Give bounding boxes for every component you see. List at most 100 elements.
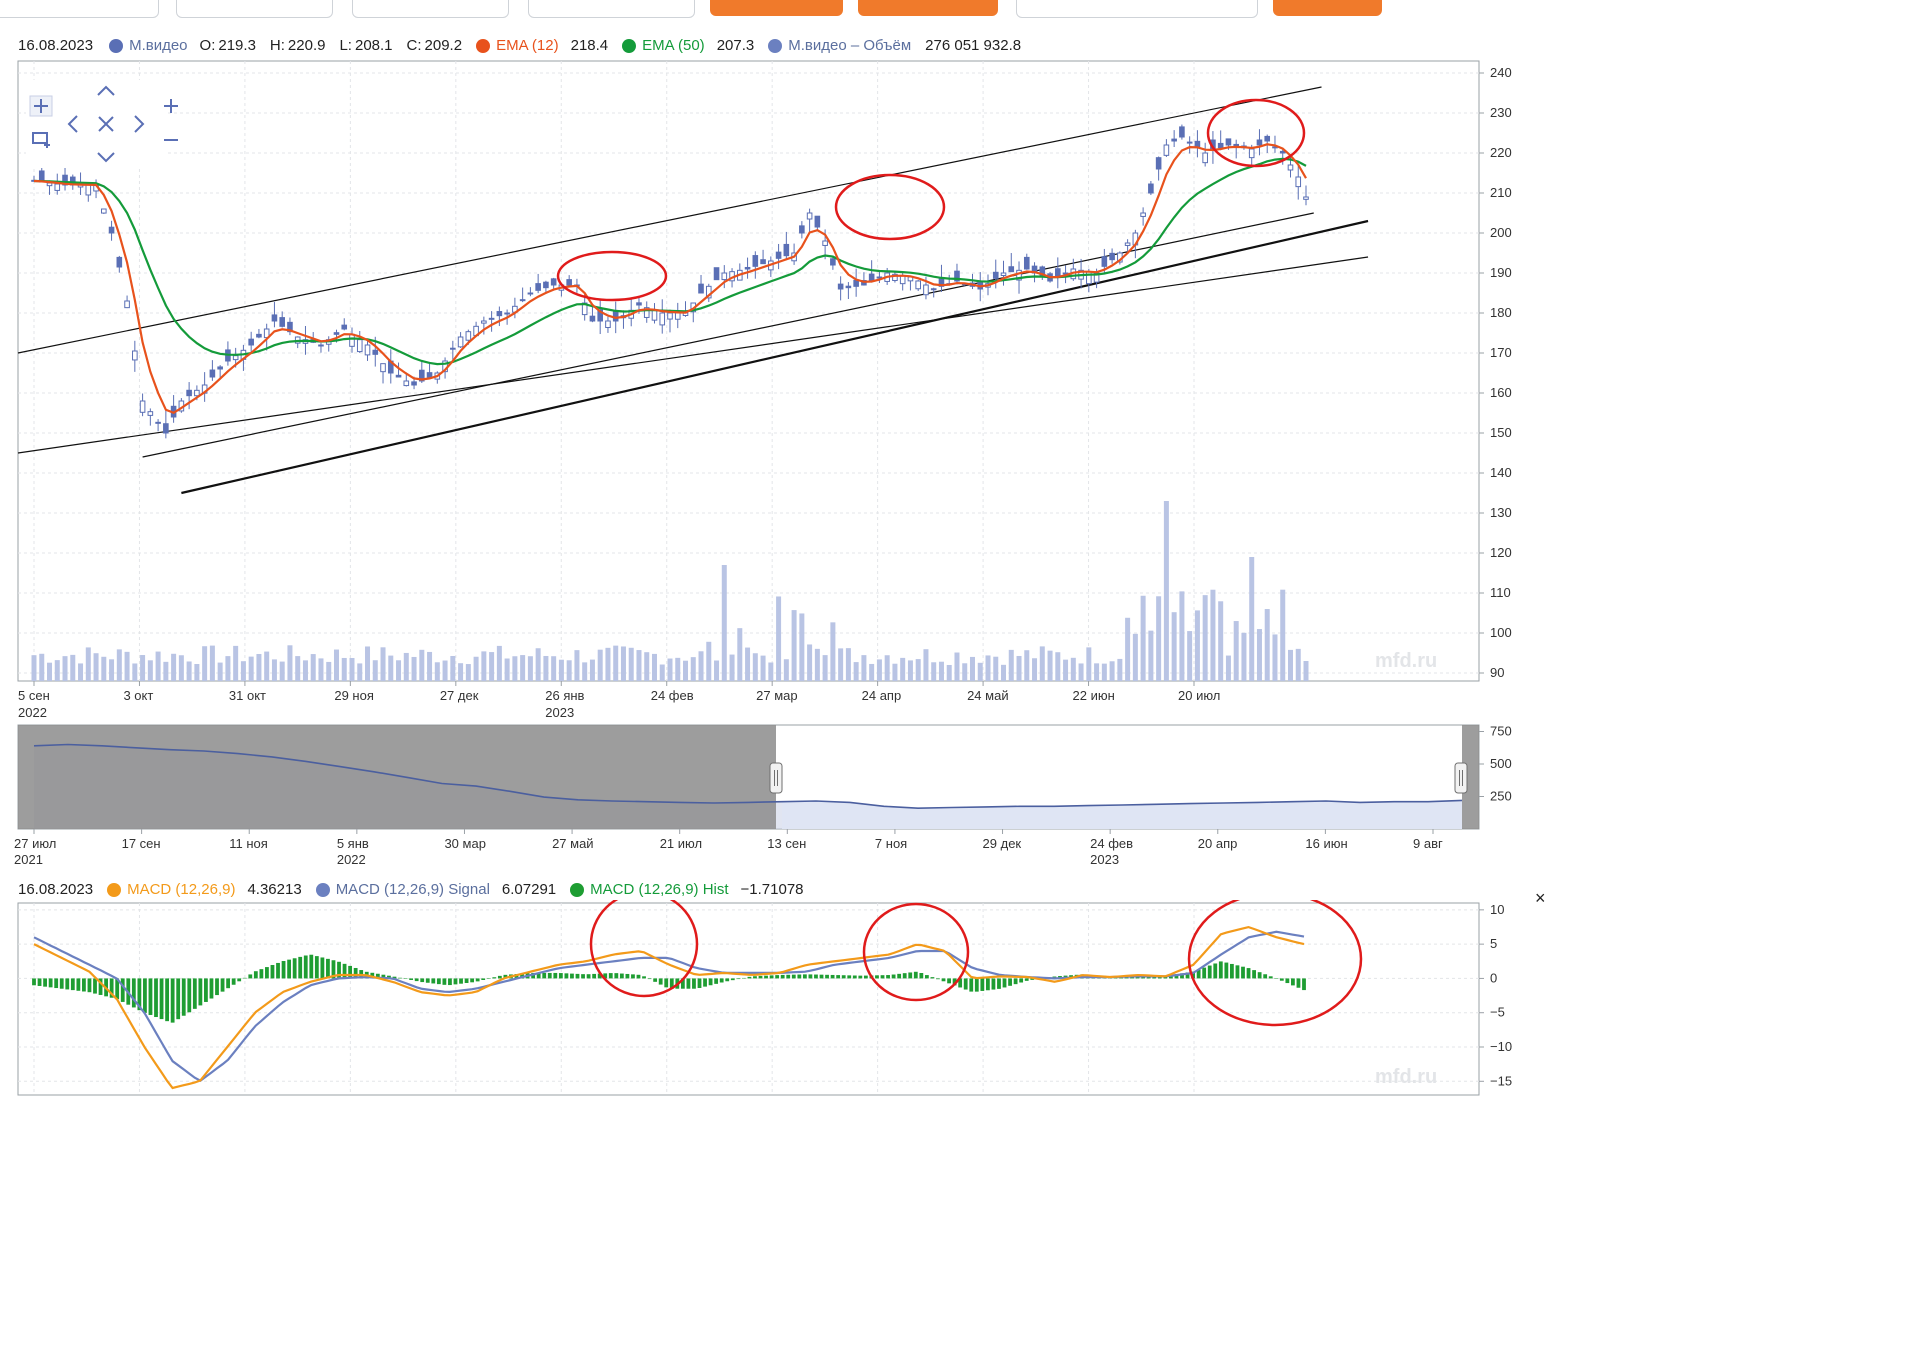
close-icon[interactable] xyxy=(98,116,114,132)
plus-icon[interactable] xyxy=(29,95,53,117)
histogram-bar xyxy=(930,977,935,979)
ema12-line xyxy=(33,143,1307,415)
histogram-bar xyxy=(1224,962,1229,979)
volume-bar xyxy=(1287,649,1293,681)
histogram-bar xyxy=(209,978,214,999)
histogram-bar xyxy=(37,978,42,986)
y-tick-label: 180 xyxy=(1490,305,1512,320)
candle-body xyxy=(271,314,278,322)
volume-bar xyxy=(768,662,774,681)
y-tick-label: 220 xyxy=(1490,145,1512,160)
x-tick-label: 7 ноя xyxy=(875,836,907,851)
toolbar-tab[interactable] xyxy=(0,0,159,18)
volume-bar xyxy=(1256,629,1262,681)
histogram-bar xyxy=(1263,974,1268,979)
x-tick-label: 17 сен xyxy=(122,836,161,851)
candle-body xyxy=(1186,141,1193,144)
chevron-right-icon[interactable] xyxy=(134,115,145,133)
volume-bar xyxy=(163,661,169,681)
histogram-bar xyxy=(109,978,114,998)
histogram-bar xyxy=(248,974,253,979)
histogram-bar xyxy=(725,978,730,982)
histogram-bar xyxy=(143,978,147,1013)
close-value: 209.2 xyxy=(424,37,463,54)
histogram-bar xyxy=(747,976,752,979)
volume-bar xyxy=(442,660,448,681)
candle-body xyxy=(659,312,666,326)
toolbar-tab[interactable] xyxy=(1016,0,1258,18)
watermark: mfd.ru xyxy=(1375,650,1437,672)
histogram-bar xyxy=(897,973,902,979)
histogram-bar xyxy=(680,978,685,989)
histogram-bar xyxy=(1019,978,1024,983)
candle-body xyxy=(333,332,340,335)
close-label: C: xyxy=(406,37,422,54)
candle-body xyxy=(248,338,254,346)
toolbar-tab[interactable] xyxy=(528,0,695,18)
candle-body xyxy=(814,215,821,228)
close-macd-icon[interactable]: × xyxy=(1535,888,1546,908)
volume-bar xyxy=(465,664,471,681)
candle-body xyxy=(287,321,293,333)
y-tick-label: −10 xyxy=(1490,1039,1512,1054)
navigator-handle-right[interactable] xyxy=(1454,762,1468,794)
candle-body xyxy=(450,347,456,350)
histogram-bar xyxy=(597,973,602,979)
histogram-bar xyxy=(941,978,946,982)
low-value: 208.1 xyxy=(354,37,393,54)
candle-body xyxy=(1148,183,1154,194)
histogram-bar xyxy=(137,978,142,1011)
histogram-bar xyxy=(924,975,929,979)
select-area-icon[interactable] xyxy=(32,132,50,148)
y-tick-label: 500 xyxy=(1490,756,1512,771)
volume-bar xyxy=(869,663,875,681)
chevron-down-icon[interactable] xyxy=(97,152,115,163)
candle-body xyxy=(543,281,549,289)
candle-body xyxy=(744,266,751,270)
volume-bar xyxy=(1001,664,1007,681)
toolbar-orange-button[interactable] xyxy=(858,0,998,16)
histogram-bar xyxy=(1296,978,1301,988)
volume-bar xyxy=(760,655,766,681)
volume-bar xyxy=(1249,557,1255,681)
histogram-bar xyxy=(653,978,658,982)
toolbar-tab[interactable] xyxy=(176,0,333,18)
volume-bar xyxy=(233,645,239,681)
histogram-bar xyxy=(1180,973,1184,979)
toolbar-orange-button[interactable] xyxy=(1273,0,1382,16)
histogram-bar xyxy=(936,978,940,980)
chevron-left-icon[interactable] xyxy=(67,115,78,133)
histogram-bar xyxy=(1218,961,1223,979)
navigator-handle-left[interactable] xyxy=(769,762,783,794)
price-chart[interactable]: 240 230 220 210 200 190 180 170 160 150 140 130 120 1… xyxy=(0,58,1568,728)
histogram-bar xyxy=(802,974,807,979)
histogram-bar xyxy=(425,978,430,983)
volume-bar xyxy=(217,662,223,681)
histogram-bar xyxy=(958,978,963,988)
candle-body xyxy=(488,317,495,320)
y-tick-label: 160 xyxy=(1490,385,1512,400)
macd-chart[interactable]: 10 5 0 −5 −10 −15 mfd.ru xyxy=(0,900,1568,1099)
histogram-bar xyxy=(486,978,491,979)
histogram-bar xyxy=(841,975,846,979)
volume-bar xyxy=(93,653,99,681)
toolbar-tab[interactable] xyxy=(352,0,509,18)
candle-body xyxy=(1008,266,1015,273)
volume-bar xyxy=(845,648,851,681)
volume-bar xyxy=(240,661,246,681)
volume-bar xyxy=(318,658,324,681)
histogram-bar xyxy=(303,955,308,979)
candle-body xyxy=(256,333,262,338)
volume-bar xyxy=(752,653,758,681)
histogram-bar xyxy=(775,975,780,979)
histogram-bar xyxy=(619,973,624,979)
y-tick-label: 200 xyxy=(1490,225,1512,240)
chevron-up-icon[interactable] xyxy=(97,85,115,96)
candle-body xyxy=(830,258,836,266)
histogram-bar xyxy=(1213,963,1218,979)
toolbar-orange-button[interactable] xyxy=(710,0,843,16)
y-tick-label: 140 xyxy=(1490,465,1512,480)
zoom-in-icon[interactable] xyxy=(164,99,178,113)
volume-bar xyxy=(558,659,564,681)
